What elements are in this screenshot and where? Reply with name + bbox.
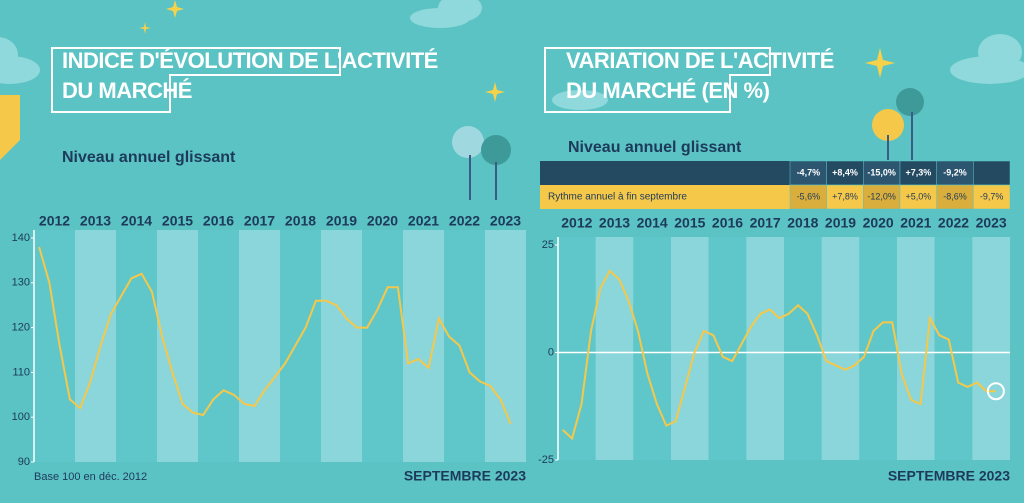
table-value: -15,0% (867, 167, 896, 177)
table-value: -8,6% (943, 191, 967, 201)
year-band (362, 230, 403, 462)
year-band (34, 230, 75, 462)
period: SEPTEMBRE 2023 (404, 468, 526, 484)
table-cell (973, 160, 1011, 186)
year-band (75, 230, 116, 462)
year-band (116, 230, 157, 462)
table-value: +5,0% (905, 191, 931, 201)
table-cell (936, 184, 974, 210)
chart-title: INDICE D'ÉVOLUTION DE L'ACTIVITÉ (62, 48, 438, 73)
data-line (562, 269, 996, 441)
x-tick-label: 2018 (285, 213, 316, 229)
y-tick-label: -25 (538, 454, 554, 466)
year-band (444, 230, 485, 462)
table-cell (863, 184, 901, 210)
year-band (157, 230, 198, 462)
title-frame (51, 47, 341, 113)
year-band (280, 230, 321, 462)
chart-subtitle: Niveau annuel glissant (568, 139, 742, 156)
year-band (403, 230, 444, 462)
table-value: +7,8% (832, 191, 858, 201)
year-band (859, 237, 897, 460)
table-value: -9,2% (943, 167, 967, 177)
table-cell (863, 160, 901, 186)
chart-title: VARIATION DE L'ACTIVITÉ (566, 48, 834, 73)
x-tick-label: 2013 (599, 215, 630, 231)
x-tick-label: 2022 (449, 213, 480, 229)
table-cell (826, 160, 864, 186)
x-tick-label: 2020 (367, 213, 398, 229)
x-tick-label: 2016 (203, 213, 234, 229)
x-tick-label: 2019 (825, 215, 856, 231)
table-cell (826, 184, 864, 210)
year-band (897, 237, 935, 460)
row-label: Rythme annuel à fin septembre (548, 192, 687, 203)
year-band (671, 237, 709, 460)
title-frame (544, 47, 771, 113)
x-tick-label: 2012 (39, 213, 70, 229)
y-tick-label: 120 (12, 322, 30, 334)
y-tick-label: 25 (542, 239, 554, 251)
chart-title: DU MARCHÉ (62, 78, 192, 103)
y-tick-label: 110 (12, 366, 30, 378)
year-band (198, 230, 239, 462)
year-band (972, 237, 1010, 460)
table-value: +7,3% (905, 167, 931, 177)
footnote: Base 100 en déc. 2012 (34, 471, 147, 483)
x-tick-label: 2015 (162, 213, 193, 229)
y-tick-label: 90 (18, 456, 30, 468)
y-tick-label: 100 (12, 411, 30, 423)
year-band (321, 230, 362, 462)
x-tick-label: 2019 (326, 213, 357, 229)
year-band (558, 237, 596, 460)
y-tick-label: 130 (12, 277, 30, 289)
x-tick-label: 2017 (750, 215, 781, 231)
chart-title: DU MARCHÉ (EN %) (566, 78, 770, 103)
x-tick-label: 2018 (787, 215, 818, 231)
table-value: -5,6% (797, 191, 821, 201)
year-band (746, 237, 784, 460)
x-tick-label: 2014 (637, 215, 668, 231)
end-highlight (986, 382, 1005, 401)
table-cell (899, 160, 937, 186)
table-value: -9,7% (980, 191, 1004, 201)
x-tick-label: 2021 (408, 213, 439, 229)
x-tick-label: 2017 (244, 213, 275, 229)
chart-subtitle: Niveau annuel glissant (62, 149, 236, 166)
year-band (934, 237, 973, 460)
table-value: +8,4% (832, 167, 858, 177)
y-tick-label: 140 (12, 232, 30, 244)
x-tick-label: 2013 (80, 213, 111, 229)
table-cell (899, 184, 937, 210)
x-tick-label: 2015 (674, 215, 705, 231)
year-band (595, 237, 634, 460)
year-band (821, 237, 860, 460)
x-tick-label: 2021 (900, 215, 931, 231)
period: SEPTEMBRE 2023 (888, 468, 1010, 484)
x-tick-label: 2014 (121, 213, 152, 229)
x-tick-label: 2023 (490, 213, 521, 229)
x-tick-label: 2016 (712, 215, 743, 231)
y-tick-label: 0 (548, 346, 554, 358)
year-band (239, 230, 280, 462)
year-band (708, 237, 747, 460)
decorations (0, 0, 1024, 200)
x-tick-label: 2023 (976, 215, 1007, 231)
table-value: -12,0% (867, 191, 896, 201)
data-line (38, 246, 512, 425)
x-tick-label: 2020 (863, 215, 894, 231)
x-tick-label: 2012 (561, 215, 592, 231)
year-band (784, 237, 822, 460)
table-value: -4,7% (797, 167, 821, 177)
table-cell (973, 184, 1011, 210)
x-tick-label: 2022 (938, 215, 969, 231)
year-band (485, 230, 526, 462)
year-band (633, 237, 671, 460)
